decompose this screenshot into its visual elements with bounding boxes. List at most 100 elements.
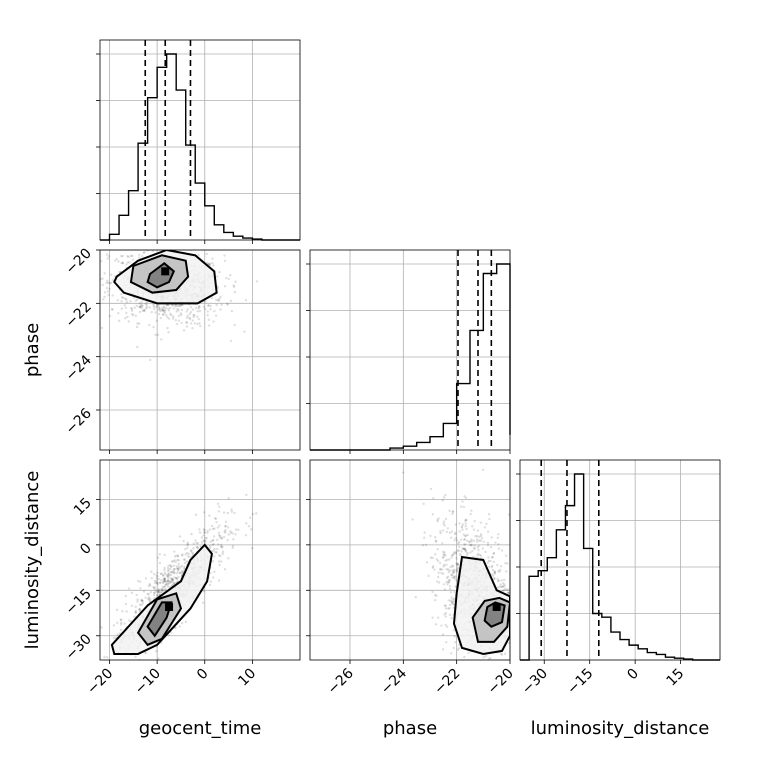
x-tick-label: −24: [378, 665, 410, 697]
sample-point: [230, 309, 234, 313]
sample-point: [147, 597, 150, 600]
sample-point: [448, 607, 451, 610]
sample-point: [192, 547, 195, 550]
sample-point: [178, 535, 182, 538]
sample-point: [191, 326, 194, 330]
sample-point: [162, 577, 165, 580]
sample-point: [103, 295, 106, 299]
sample-point: [156, 583, 160, 586]
sample-point: [130, 307, 134, 311]
sample-point: [496, 586, 499, 589]
sample-point: [147, 593, 150, 596]
sample-point: [157, 312, 161, 316]
sample-point: [180, 571, 184, 575]
sample-point: [456, 563, 459, 567]
sample-point: [232, 285, 236, 289]
sample-point: [485, 522, 488, 526]
sample-point: [103, 655, 106, 659]
sample-point: [432, 497, 435, 500]
sample-point: [153, 591, 156, 594]
sample-point: [507, 591, 510, 595]
sample-point: [117, 311, 120, 315]
sample-point: [137, 322, 141, 325]
sample-point: [482, 656, 485, 659]
sample-point: [234, 528, 238, 531]
sample-point: [448, 531, 452, 534]
sample-point: [218, 534, 222, 538]
sample-point: [202, 539, 205, 542]
sample-point: [476, 554, 479, 557]
panel-geocent-time-vs-luminosity-distance: [100, 493, 258, 672]
sample-point: [243, 330, 246, 333]
sample-point: [145, 301, 149, 304]
sample-point: [131, 313, 135, 317]
sample-point: [198, 305, 201, 309]
sample-point: [450, 573, 453, 577]
sample-point: [141, 255, 144, 258]
sample-point: [220, 536, 223, 539]
sample-point: [153, 587, 156, 590]
sample-point: [455, 562, 458, 565]
sample-point: [109, 273, 113, 276]
sample-point: [136, 598, 139, 601]
sample-point: [451, 509, 455, 513]
sample-point: [120, 261, 123, 265]
sample-point: [194, 539, 197, 542]
sample-point: [134, 299, 138, 302]
sample-point: [456, 562, 459, 565]
sample-point: [216, 298, 220, 302]
sample-point: [188, 317, 192, 321]
sample-point: [138, 607, 142, 611]
sample-point: [172, 315, 175, 318]
sample-point: [448, 603, 452, 607]
sample-point: [164, 588, 167, 591]
sample-point: [170, 560, 174, 563]
sample-point: [448, 579, 452, 582]
sample-point: [156, 333, 160, 337]
sample-point: [452, 552, 456, 555]
sample-point: [120, 299, 123, 303]
sample-point: [173, 559, 176, 562]
sample-point: [433, 568, 436, 571]
sample-point: [124, 602, 128, 606]
sample-point: [179, 303, 183, 307]
sample-point: [496, 577, 499, 581]
sample-point: [507, 513, 510, 516]
sample-point: [503, 652, 507, 655]
sample-point: [162, 309, 166, 312]
sample-point: [477, 552, 480, 556]
sample-point: [216, 275, 219, 278]
sample-point: [465, 518, 468, 522]
sample-point: [492, 552, 496, 555]
sample-point: [484, 654, 488, 658]
sample-point: [454, 585, 457, 588]
sample-point: [173, 576, 176, 579]
sample-point: [215, 521, 218, 524]
sample-point: [176, 567, 179, 571]
sample-point: [162, 590, 165, 593]
sample-point: [100, 626, 103, 629]
sample-point: [161, 574, 165, 577]
sample-point: [112, 670, 114, 672]
sample-point: [176, 572, 179, 575]
sample-point: [169, 580, 172, 583]
sample-point: [144, 302, 147, 305]
sample-point: [511, 590, 513, 592]
sample-point: [140, 306, 144, 309]
sample-point: [244, 299, 248, 302]
sample-point: [149, 590, 153, 594]
sample-point: [163, 571, 166, 574]
sample-point: [153, 579, 157, 583]
sample-point: [185, 310, 189, 313]
sample-point: [100, 278, 102, 281]
sample-point: [504, 561, 507, 565]
sample-point: [138, 305, 141, 308]
sample-point: [172, 569, 175, 573]
sample-point: [125, 610, 128, 613]
sample-point: [156, 556, 160, 559]
sample-point: [507, 591, 510, 595]
sample-point: [218, 563, 221, 567]
sample-point: [475, 538, 479, 541]
sample-point: [202, 590, 206, 593]
sample-point: [152, 302, 155, 306]
